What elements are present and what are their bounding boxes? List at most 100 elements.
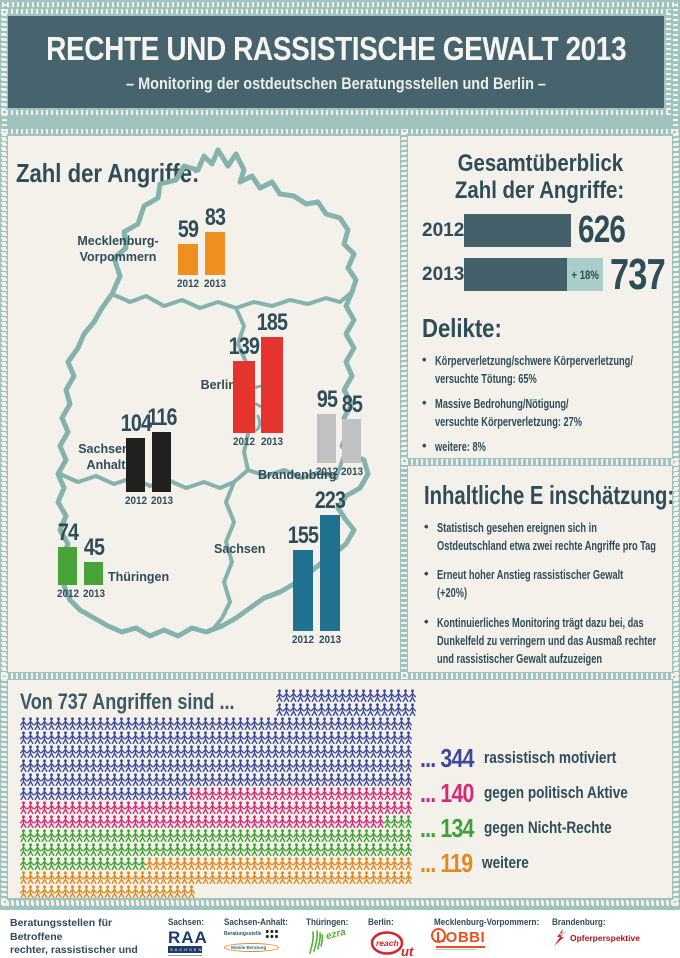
person-icon: [125, 815, 132, 828]
person-icon: [195, 829, 202, 842]
person-icon: [167, 801, 174, 814]
bullet-line: Dunkelfeld zu verringern und das Ausmaß …: [437, 633, 657, 648]
person-icon: [258, 871, 265, 884]
person-icon: [230, 843, 237, 856]
bullet-line: versuchte Körperverletzung: 27%: [435, 415, 583, 430]
person-icon: [314, 871, 321, 884]
person-icon: [223, 745, 230, 758]
person-icon: [230, 801, 237, 814]
person-icon: [160, 731, 167, 744]
overview-panel: Gesamtüberblick Zahl der Angriffe: 2012 6…: [401, 129, 679, 465]
person-icon: [216, 787, 223, 800]
state-label-mecklenburg-vorpommern: Mecklenburg- Vorpommern: [68, 234, 168, 265]
person-icon: [318, 689, 325, 702]
person-icon: [223, 773, 230, 786]
person-icon: [349, 773, 356, 786]
person-icon: [342, 801, 349, 814]
person-icon: [132, 801, 139, 814]
person-icon: [356, 717, 363, 730]
person-icon: [76, 843, 83, 856]
legend-label: rassistisch motiviert: [483, 747, 616, 767]
person-icon: [314, 731, 321, 744]
state-label-berlin: Berlin: [180, 378, 236, 394]
person-icon: [202, 857, 209, 870]
person-icon: [377, 773, 384, 786]
person-icon: [97, 801, 104, 814]
person-icon: [139, 829, 146, 842]
person-icon: [398, 843, 405, 856]
person-icon: [353, 703, 360, 716]
person-icon: [402, 703, 409, 716]
person-icon: [304, 689, 311, 702]
person-icon: [146, 759, 153, 772]
org-region-label: Berlin:: [368, 917, 394, 927]
person-icon: [251, 731, 258, 744]
person-icon: [167, 843, 174, 856]
person-icon: [307, 787, 314, 800]
legend-label: gegen politisch Aktive: [483, 782, 628, 802]
person-icon: [339, 703, 346, 716]
person-icon: [76, 773, 83, 786]
person-icon: [286, 759, 293, 772]
person-icon: [328, 773, 335, 786]
person-icon: [402, 689, 409, 702]
person-icon: [41, 759, 48, 772]
person-icon: [160, 759, 167, 772]
person-icon: [384, 745, 391, 758]
person-icon: [251, 717, 258, 730]
person-icon: [118, 843, 125, 856]
person-icon: [118, 773, 125, 786]
person-icon: [342, 731, 349, 744]
person-icon: [48, 815, 55, 828]
person-icon: [230, 717, 237, 730]
person-icon: [139, 731, 146, 744]
person-icon: [76, 815, 83, 828]
person-icon: [307, 829, 314, 842]
lobbi-wordmark: LOBBI: [436, 929, 486, 948]
person-icon: [391, 815, 398, 828]
person-icon: [384, 773, 391, 786]
person-icon: [174, 801, 181, 814]
person-icon: [104, 731, 111, 744]
person-icon: [321, 773, 328, 786]
person-icon: [41, 787, 48, 800]
bullet-line: Kontinuierliches Monitoring trägt dazu b…: [437, 615, 644, 630]
person-icon: [377, 829, 384, 842]
person-icon: [62, 857, 69, 870]
person-icon: [188, 731, 195, 744]
assessment-title: Inhaltliche E inschätzung:: [424, 480, 674, 511]
person-icon: [62, 815, 69, 828]
person-icon: [237, 871, 244, 884]
person-icon: [174, 829, 181, 842]
person-icon: [69, 843, 76, 856]
person-icon: [258, 731, 265, 744]
person-icon: [307, 717, 314, 730]
person-icon: [195, 717, 202, 730]
person-icon: [367, 703, 374, 716]
person-icon: [223, 787, 230, 800]
person-icon: [41, 885, 48, 898]
person-icon: [388, 689, 395, 702]
person-icon: [398, 717, 405, 730]
person-icon: [41, 801, 48, 814]
person-icon: [216, 717, 223, 730]
bar-mecklenburg-vorpommern-2013: [205, 232, 225, 275]
person-icon: [293, 731, 300, 744]
person-icon: [167, 759, 174, 772]
person-icon: [230, 857, 237, 870]
person-icon: [265, 843, 272, 856]
legend-row-rassistisch-motiviert: ... 344 rassistisch motiviert: [420, 740, 660, 775]
person-icon: [69, 815, 76, 828]
person-icon: [265, 829, 272, 842]
person-icon: [286, 857, 293, 870]
bar-sachsen-anhalt-2012: [126, 438, 145, 492]
person-icon: [69, 857, 76, 870]
person-icon: [125, 843, 132, 856]
person-icon: [297, 689, 304, 702]
person-icon: [160, 843, 167, 856]
person-icon: [76, 759, 83, 772]
value-brandenburg-2012: 95: [316, 386, 337, 413]
person-icon: [139, 787, 146, 800]
person-icon: [398, 815, 405, 828]
person-icon: [188, 871, 195, 884]
